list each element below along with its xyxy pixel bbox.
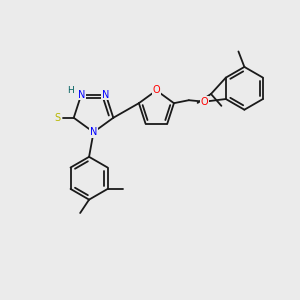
Text: N: N: [102, 89, 110, 100]
Text: O: O: [200, 97, 208, 107]
Text: N: N: [90, 127, 97, 137]
Text: H: H: [67, 85, 73, 94]
Text: S: S: [54, 113, 61, 123]
Text: O: O: [153, 85, 160, 95]
Text: N: N: [78, 89, 85, 100]
